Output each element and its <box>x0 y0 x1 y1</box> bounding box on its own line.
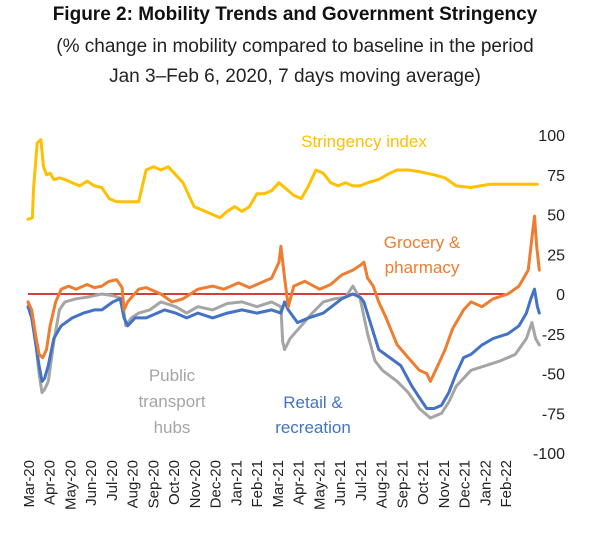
series-line-grocery-pharmacy <box>26 214 541 383</box>
x-tick-label: Nov-20 <box>187 460 204 508</box>
x-tick-label: Apr-20 <box>42 460 59 505</box>
x-tick-label: Mar-21 <box>270 460 287 508</box>
figure-title: Figure 2: Mobility Trends and Government… <box>52 4 538 25</box>
series-annotations: Stringency index Grocery & pharmacy Public t… <box>138 132 460 437</box>
x-tick-label: Mar-20 <box>21 460 38 508</box>
x-tick-label: Feb-22 <box>498 460 515 508</box>
figure-subtitle-line1: (% change in mobility compared to baseli… <box>56 36 534 57</box>
x-tick-label: Nov-21 <box>436 460 453 508</box>
x-tick-label: Oct-21 <box>415 460 432 505</box>
annotation-grocery-pharmacy: pharmacy <box>385 258 460 277</box>
x-tick-label: Aug-20 <box>125 460 142 508</box>
x-tick-label: Feb-21 <box>249 460 266 508</box>
y-tick-label: 25 <box>547 247 565 264</box>
x-tick-label: Sep-21 <box>394 460 411 508</box>
x-tick-label: Jun-21 <box>332 460 349 506</box>
x-tick-label: Jun-20 <box>83 460 100 506</box>
x-tick-label: Dec-21 <box>457 460 474 508</box>
y-tick-label: -50 <box>542 367 565 384</box>
x-tick-label: Jan-21 <box>228 460 245 506</box>
x-tick-label: May-21 <box>311 460 328 510</box>
series-line-retail-recreation <box>26 287 541 410</box>
annotation-stringency-index: Stringency index <box>301 132 427 151</box>
annotation-retail-recreation: recreation <box>275 418 351 437</box>
y-tick-label: -100 <box>533 446 565 463</box>
y-tick-label: -75 <box>542 406 565 423</box>
annotation-public-transport-hubs: hubs <box>154 418 191 437</box>
series-lines <box>26 138 541 420</box>
x-tick-label: Jan-22 <box>477 460 494 506</box>
x-tick-label: Aug-21 <box>374 460 391 508</box>
annotation-grocery-pharmacy: Grocery & <box>384 233 461 252</box>
y-tick-label: 50 <box>547 208 565 225</box>
series-line-public-transport-hubs <box>26 284 541 420</box>
x-tick-label: Dec-20 <box>208 460 225 508</box>
series-line-stringency-index <box>26 138 539 221</box>
x-axis-ticks: Mar-20 Apr-20 May-20 Jun-20 Jul-20 Aug-20 Sep-… <box>21 460 515 510</box>
x-tick-label: May-20 <box>63 460 80 510</box>
annotation-retail-recreation: Retail & <box>283 393 343 412</box>
x-tick-label: Sep-20 <box>145 460 162 508</box>
y-tick-label: -25 <box>542 327 565 344</box>
x-tick-label: Apr-21 <box>291 460 308 505</box>
x-tick-label: Oct-20 <box>166 460 183 505</box>
y-tick-label: 0 <box>556 287 565 304</box>
y-axis-ticks: -100 -75 -50 -25 0 25 50 75 100 <box>533 128 565 463</box>
annotation-public-transport-hubs: Public <box>149 366 196 385</box>
figure-subtitle-line2: Jan 3–Feb 6, 2020, 7 days moving average… <box>109 66 481 87</box>
x-tick-label: Jul-21 <box>353 460 370 501</box>
x-tick-label: Jul-20 <box>104 460 121 501</box>
annotation-public-transport-hubs: transport <box>138 392 205 411</box>
y-tick-label: 75 <box>547 168 565 185</box>
y-tick-label: 100 <box>538 128 565 145</box>
